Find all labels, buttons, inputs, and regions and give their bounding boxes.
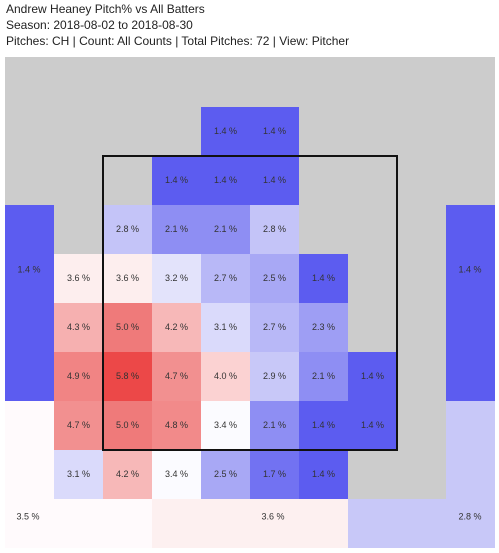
- zone-cell: [5, 401, 152, 548]
- zone-label: 2.8 %: [263, 224, 286, 234]
- zone-label: 2.5 %: [263, 273, 286, 283]
- zone-cell: [152, 352, 201, 401]
- zone-label: 4.0 %: [214, 371, 237, 381]
- zone-label: 2.1 %: [214, 224, 237, 234]
- zone-cell: [250, 450, 299, 499]
- zone-cell: [299, 303, 348, 352]
- zone-label: 1.4 %: [312, 420, 335, 430]
- zone-label: 2.1 %: [312, 371, 335, 381]
- zone-cell: [348, 401, 495, 548]
- zone-cell: [152, 205, 201, 254]
- zone-label: 3.6 %: [67, 273, 90, 283]
- zone-label: 1.4 %: [214, 126, 237, 136]
- zone-cell: [201, 352, 250, 401]
- zone-cell: [201, 254, 250, 303]
- zone-label: 4.9 %: [67, 371, 90, 381]
- zone-label: 3.4 %: [214, 420, 237, 430]
- zone-label: 1.4 %: [17, 264, 40, 274]
- zone-cell: [201, 107, 250, 156]
- zone-cell: [250, 205, 299, 254]
- zone-cell: [201, 156, 250, 205]
- zone-label: 5.0 %: [116, 420, 139, 430]
- zone-label: 2.7 %: [263, 322, 286, 332]
- zone-label: 3.4 %: [165, 469, 188, 479]
- zone-cell: [152, 254, 201, 303]
- zone-label: 1.4 %: [214, 175, 237, 185]
- zone-cell: [299, 401, 348, 450]
- zone-cell: [299, 352, 348, 401]
- season: Season: 2018-08-02 to 2018-08-30: [6, 18, 193, 32]
- zone-label: 3.5 %: [16, 511, 39, 521]
- zone-label: 4.7 %: [165, 371, 188, 381]
- zone-cell: [250, 254, 299, 303]
- zone-cell: [250, 156, 299, 205]
- zone-label: 4.2 %: [116, 469, 139, 479]
- zone-cell: [250, 352, 299, 401]
- zone-label: 1.4 %: [165, 175, 188, 185]
- zone-label: 1.7 %: [263, 469, 286, 479]
- zone-label: 2.1 %: [165, 224, 188, 234]
- zone-label: 3.6 %: [116, 273, 139, 283]
- zone-cell: [152, 499, 348, 548]
- zone-cell: [446, 205, 495, 401]
- zone-cell: [201, 303, 250, 352]
- zone-cell: [103, 352, 152, 401]
- zone-label: 2.5 %: [214, 469, 237, 479]
- zone-cell: [299, 254, 348, 303]
- zone-cell: [54, 352, 103, 401]
- zone-label: 1.4 %: [458, 264, 481, 274]
- zone-label: 4.7 %: [67, 420, 90, 430]
- zone-cell: [250, 401, 299, 450]
- zone-cell: [152, 450, 201, 499]
- zone-label: 3.1 %: [214, 322, 237, 332]
- zone-label: 3.6 %: [261, 511, 284, 521]
- info: Pitches: CH | Count: All Counts | Total …: [6, 34, 350, 48]
- zone-label: 2.3 %: [312, 322, 335, 332]
- zone-label: 1.4 %: [263, 126, 286, 136]
- zone-cell: [103, 450, 152, 499]
- zone-cell: [54, 401, 103, 450]
- zone-cell: [201, 205, 250, 254]
- zone-cell: [103, 254, 152, 303]
- zone-cell: [152, 303, 201, 352]
- zone-cell: [103, 205, 152, 254]
- zone-label: 3.1 %: [67, 469, 90, 479]
- zone-cell: [152, 156, 201, 205]
- zone-cell: [250, 107, 299, 156]
- zone-label: 2.7 %: [214, 273, 237, 283]
- zone-cell: [201, 401, 250, 450]
- zone-cell: [54, 303, 103, 352]
- zone-label: 1.4 %: [361, 371, 384, 381]
- zone-label: 4.2 %: [165, 322, 188, 332]
- zone-label: 5.0 %: [116, 322, 139, 332]
- zone-label: 2.9 %: [263, 371, 286, 381]
- zone-cell: [348, 352, 397, 401]
- zone-label: 4.3 %: [67, 322, 90, 332]
- zone-cell: [348, 401, 397, 450]
- zone-label: 1.4 %: [361, 420, 384, 430]
- zone-label: 4.8 %: [165, 420, 188, 430]
- zone-label: 1.4 %: [312, 469, 335, 479]
- title: Andrew Heaney Pitch% vs All Batters: [6, 2, 205, 16]
- zone-cell: [250, 303, 299, 352]
- zone-label: 1.4 %: [263, 175, 286, 185]
- zone-label: 2.1 %: [263, 420, 286, 430]
- zone-cell: [54, 450, 103, 499]
- zone-cell: [103, 303, 152, 352]
- zone-label: 2.8 %: [116, 224, 139, 234]
- zone-cell: [152, 401, 201, 450]
- zone-label: 2.8 %: [458, 511, 481, 521]
- zone-label: 3.2 %: [165, 273, 188, 283]
- zone-label: 1.4 %: [312, 273, 335, 283]
- zone-cell: [5, 205, 54, 401]
- zone-cell: [54, 254, 103, 303]
- strike-zone: [102, 155, 398, 451]
- zone-cell: [201, 450, 250, 499]
- zone-cell: [103, 401, 152, 450]
- zone-cell: [299, 450, 348, 499]
- zone-label: 5.8 %: [116, 371, 139, 381]
